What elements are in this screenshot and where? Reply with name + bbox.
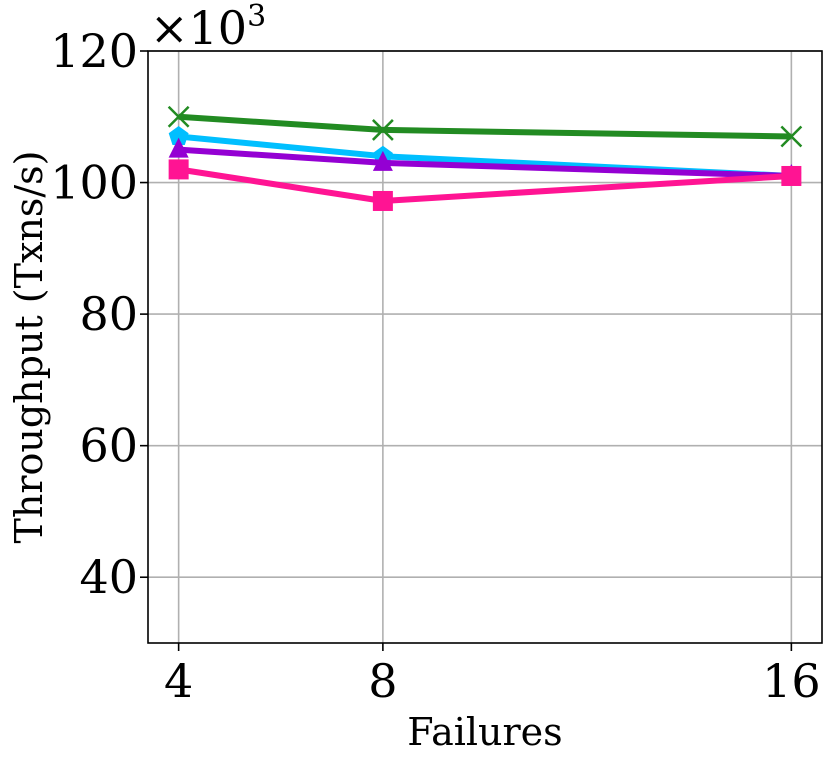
x-tick-label: 4 [164, 654, 193, 708]
y-tick-label: 120 [50, 24, 138, 78]
square-marker [168, 159, 189, 180]
y-tick-label: 100 [50, 156, 138, 210]
x-marker [371, 119, 394, 141]
ticks: 4 8 16 40 60 80 100 120 [50, 24, 820, 708]
y-tick-label: 40 [79, 550, 138, 604]
series-line [178, 113, 792, 140]
pentagon-marker [168, 126, 189, 145]
y-axis-label: Throughput (Txns/s) [7, 151, 51, 544]
x-marker [167, 105, 190, 128]
y-scale-label: ×103 [150, 0, 266, 55]
series-square [168, 159, 802, 211]
series-layer [167, 105, 803, 211]
triangle-marker [372, 150, 393, 171]
x-axis-label: Failures [407, 710, 562, 754]
x-tick-label: 16 [762, 654, 821, 708]
series-x [167, 105, 803, 148]
grid [148, 50, 822, 643]
square-marker [781, 165, 802, 186]
x-marker [780, 125, 803, 148]
square-marker [372, 190, 393, 211]
x-tick-label: 8 [368, 654, 397, 708]
y-tick-label: 60 [79, 419, 138, 473]
plot-frame [147, 50, 823, 644]
triangle-marker [168, 137, 189, 158]
y-tick-label: 80 [79, 287, 138, 341]
